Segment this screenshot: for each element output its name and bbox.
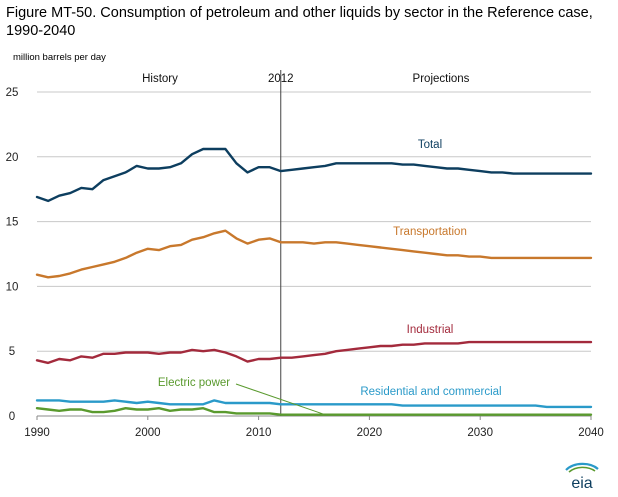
figure-title: Figure MT-50. Consumption of petroleum a… [6, 5, 593, 39]
series-line-transportation [35, 229, 593, 279]
y-tick-label-5: 5 [9, 346, 15, 358]
x-tick-label-2030: 2030 [467, 427, 493, 439]
series-label-transportation: Transportation [393, 226, 467, 238]
y-tick-label-0: 0 [9, 411, 15, 423]
x-tick-label-2040: 2040 [578, 427, 604, 439]
series-label-electric: Electric power [158, 377, 230, 389]
series-label-residential: Residential and commercial [360, 386, 501, 398]
series-label-total: Total [418, 139, 442, 151]
eia-logo: eia [565, 462, 599, 491]
series-line-electric [35, 407, 593, 416]
x-tick-label-2020: 2020 [357, 427, 383, 439]
x-tick-label-2010: 2010 [246, 427, 272, 439]
series-line-total [35, 147, 593, 203]
series-line-industrial [35, 340, 593, 365]
y-tick-label-10: 10 [6, 281, 19, 293]
electric-power-leader-line [235, 383, 326, 416]
svg-text:eia: eia [571, 475, 592, 491]
x-tick-label-2000: 2000 [135, 427, 161, 439]
y-axis-units-label: million barrels per day [13, 52, 106, 63]
x-tick-label-1990: 1990 [24, 427, 50, 439]
y-tick-label-25: 25 [6, 87, 19, 99]
divider-year-label: 2012 [268, 73, 294, 85]
history-label: History [142, 73, 178, 85]
y-tick-label-15: 15 [6, 217, 19, 229]
y-tick-label-20: 20 [6, 152, 19, 164]
series-line-residential [35, 399, 593, 409]
series-label-industrial: Industrial [407, 324, 454, 336]
projections-label: Projections [413, 73, 470, 85]
